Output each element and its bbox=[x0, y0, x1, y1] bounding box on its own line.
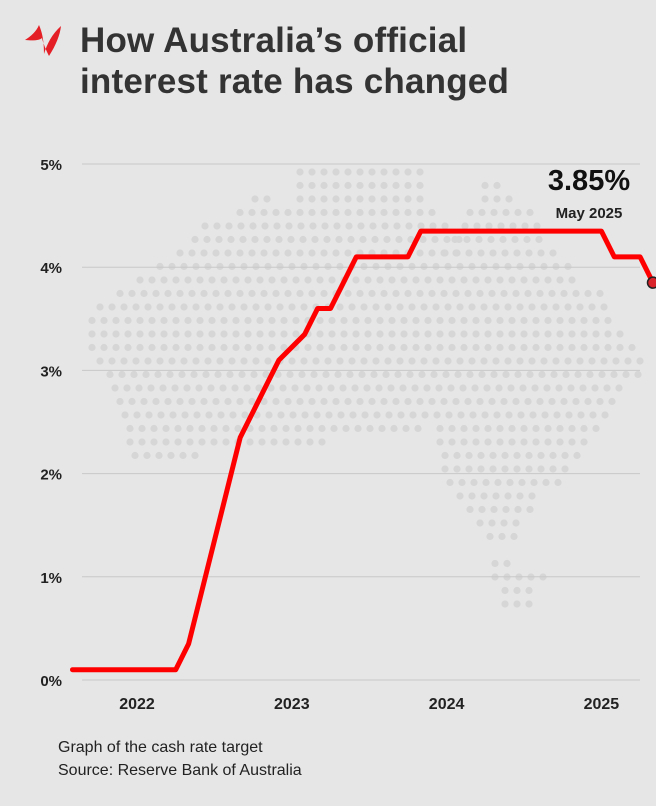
title-line-1: How Australia’s official bbox=[80, 21, 468, 60]
x-axis: 2022 2023 2024 2025 bbox=[119, 696, 619, 713]
x-tick-label: 2024 bbox=[429, 696, 465, 713]
chart-gridlines bbox=[82, 163, 640, 681]
line-chart: 0% 1% 2% 3% 4% 5% 2022 2023 2024 2025 3.85% May … bbox=[40, 157, 656, 713]
footnote-caption: Graph of the cash rate target bbox=[58, 739, 263, 756]
y-tick-label: 4% bbox=[40, 260, 62, 277]
rate-line bbox=[70, 228, 656, 673]
annotation-label: May 2025 bbox=[556, 205, 623, 222]
y-tick-label: 3% bbox=[40, 363, 62, 380]
annotation-value: 3.85% bbox=[548, 165, 630, 197]
background-map-dots bbox=[88, 168, 644, 608]
annotation: 3.85% May 2025 bbox=[548, 165, 630, 222]
y-tick-label: 1% bbox=[40, 570, 62, 587]
y-tick-label: 2% bbox=[40, 467, 62, 484]
footnote-source: Source: Reserve Bank of Australia bbox=[58, 762, 302, 779]
x-tick-label: 2023 bbox=[274, 696, 310, 713]
title-line-2: interest rate has changed bbox=[80, 62, 510, 101]
series-layer bbox=[70, 228, 656, 673]
sbs-logo-icon bbox=[25, 25, 61, 56]
y-tick-label: 5% bbox=[40, 157, 62, 174]
chart-footnote: Graph of the cash rate target Source: Re… bbox=[58, 736, 302, 782]
x-tick-label: 2025 bbox=[584, 696, 620, 713]
page-title: How Australia’s official interest rate h… bbox=[80, 20, 640, 102]
last-value-marker bbox=[646, 276, 656, 289]
x-tick-label: 2022 bbox=[119, 696, 155, 713]
y-axis: 0% 1% 2% 3% 4% 5% bbox=[40, 157, 62, 690]
y-tick-label: 0% bbox=[40, 673, 62, 690]
